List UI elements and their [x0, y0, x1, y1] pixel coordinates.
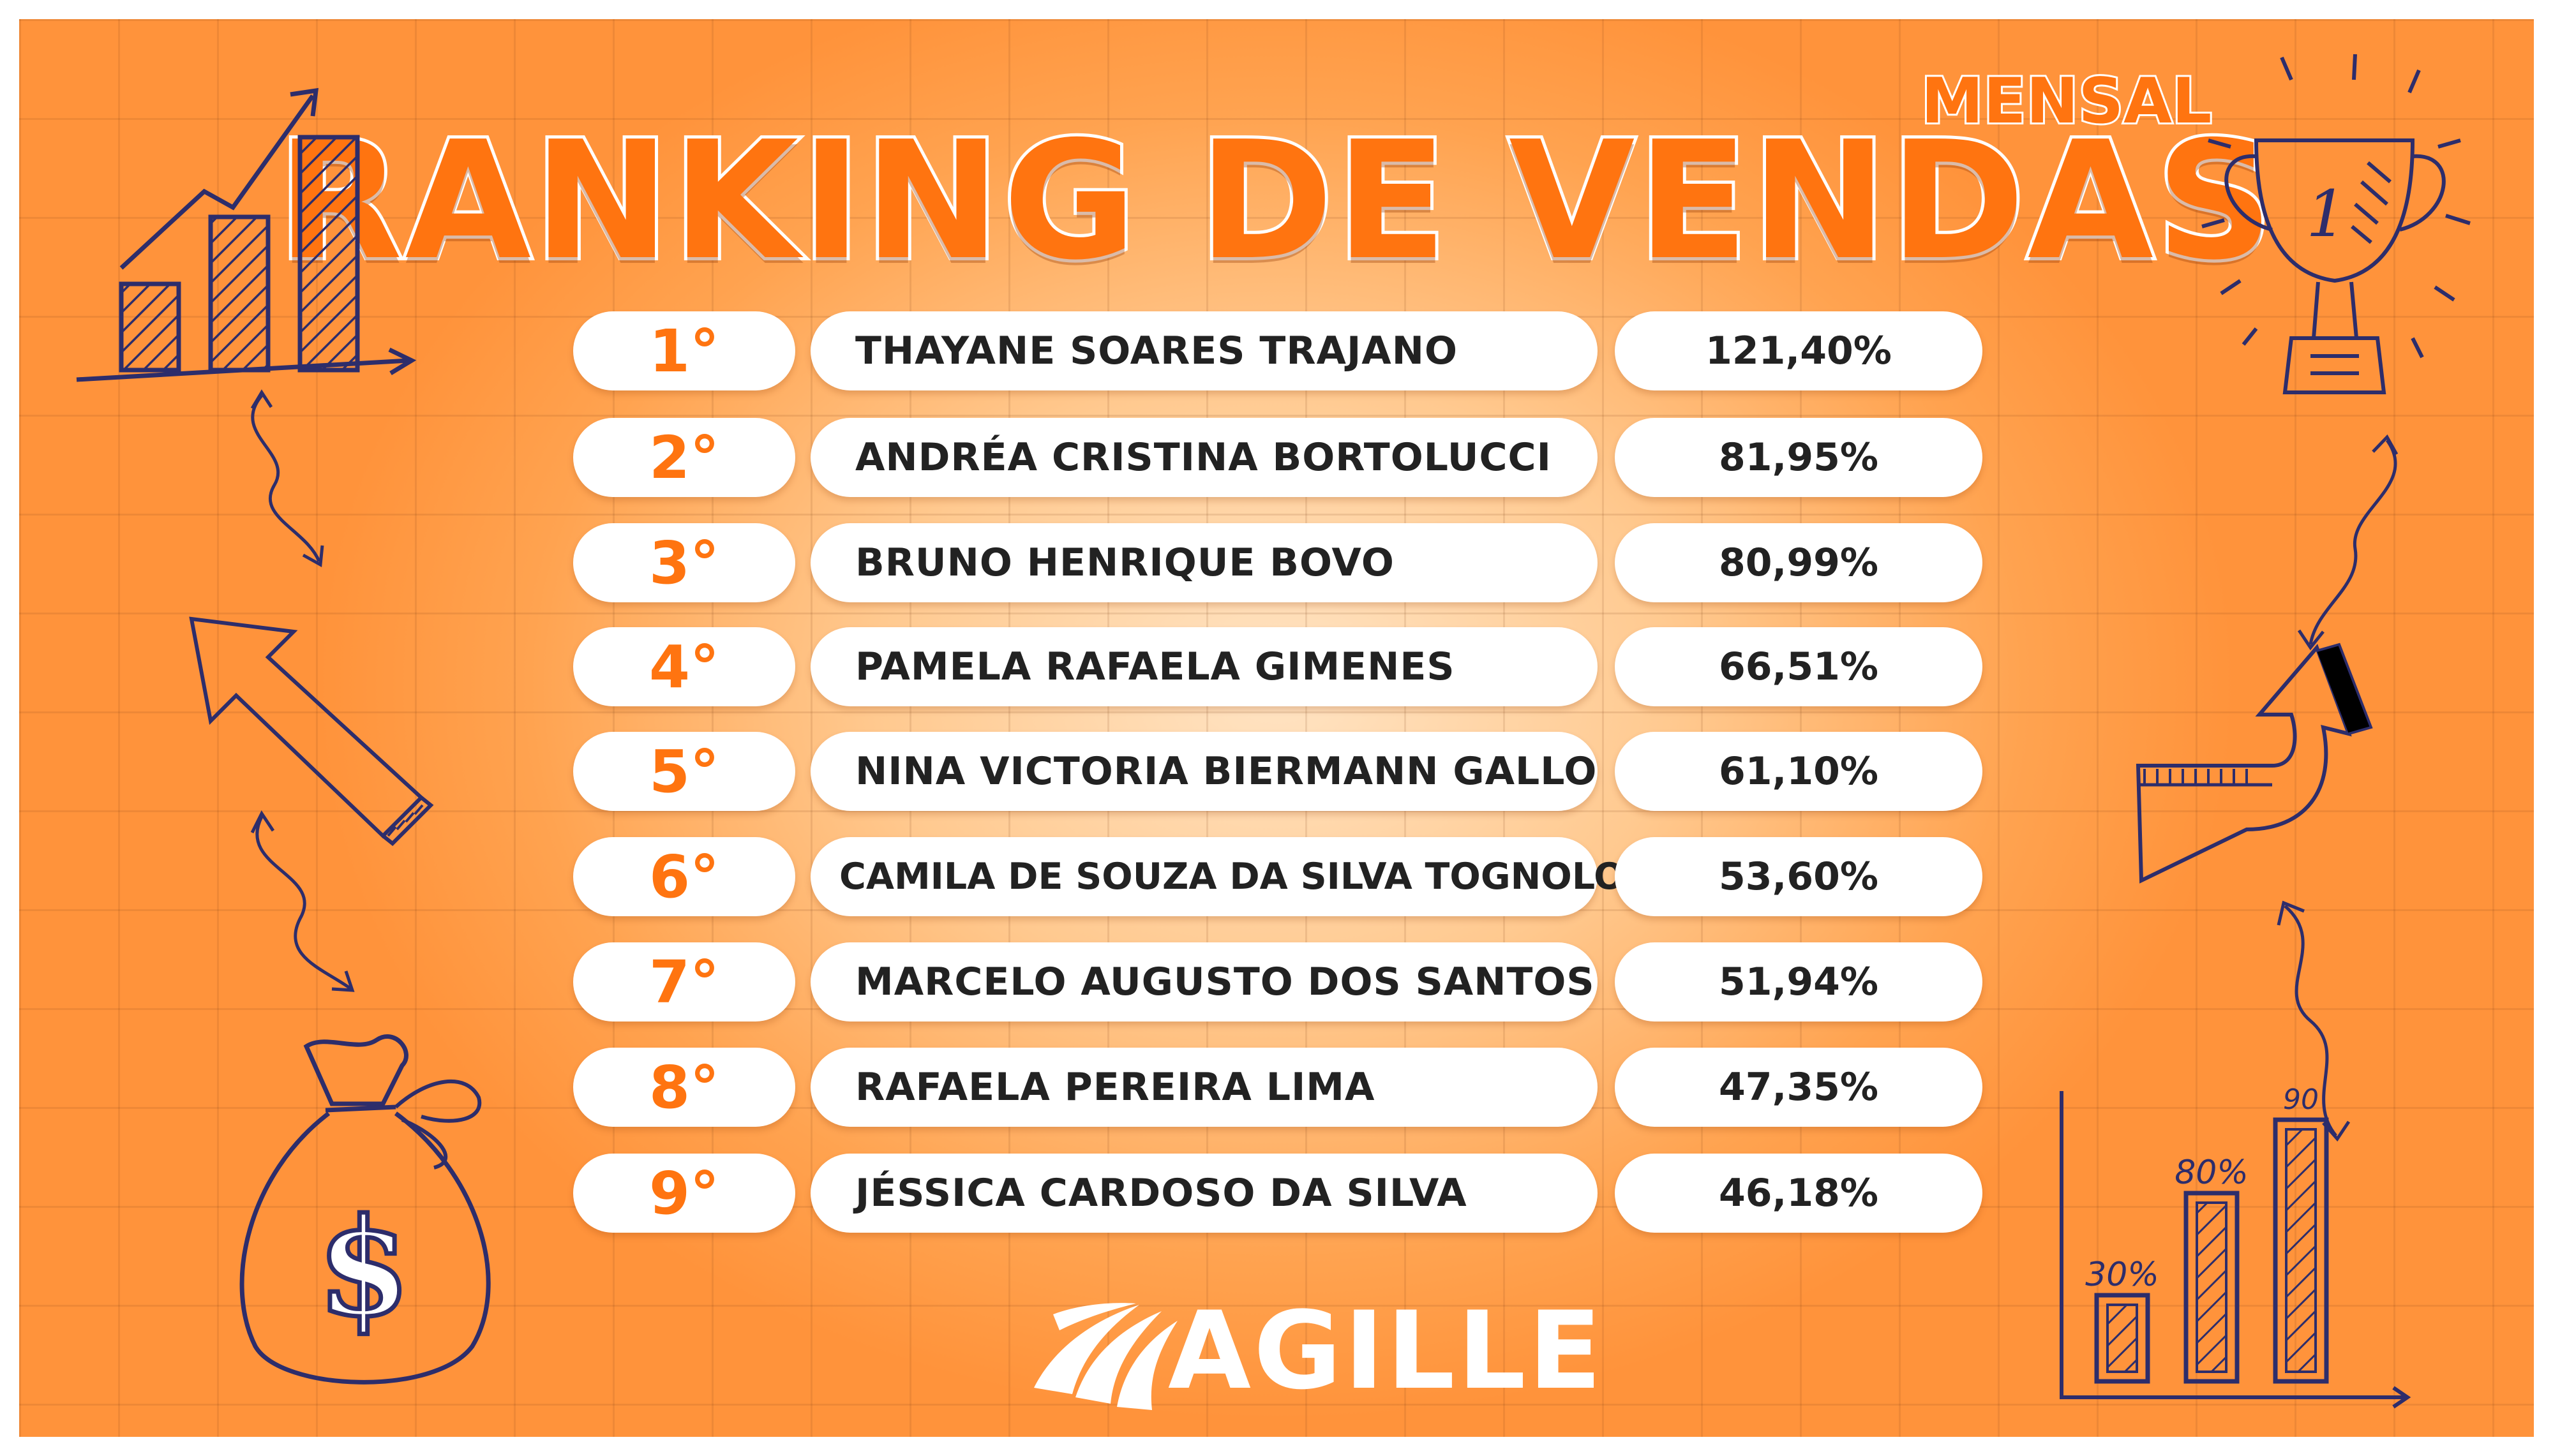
ranking-row-9: 9° JÉSSICA CARDOSO DA SILVA 46,18% [19, 1154, 2534, 1233]
percent-pill: 46,18% [1615, 1154, 1982, 1233]
name-pill: MARCELO AUGUSTO DOS SANTOS [811, 942, 1598, 1021]
position-label: 2° [648, 423, 719, 492]
sales-percent: 61,10% [1719, 749, 1878, 794]
money-bag-icon: $ [239, 1034, 491, 1385]
ranking-row-4: 4° PAMELA RAFAELA GIMENES 66,51% [19, 627, 2534, 706]
percent-pill: 81,95% [1615, 418, 1982, 497]
ranking-row-1: 1° THAYANE SOARES TRAJANO 121,40% [19, 311, 2534, 390]
name-pill: PAMELA RAFAELA GIMENES [811, 627, 1598, 706]
name-pill: CAMILA DE SOUZA DA SILVA TOGNOLO [811, 837, 1625, 916]
position-pill: 8° [573, 1048, 795, 1127]
position-label: 8° [648, 1053, 719, 1122]
trophy-icon: 1 [2201, 54, 2471, 394]
percent-bar-chart-icon: 30% 80% 90 [2060, 1083, 2411, 1409]
sales-percent: 53,60% [1719, 854, 1878, 899]
position-pill: 9° [573, 1154, 795, 1233]
ranking-row-3: 3° BRUNO HENRIQUE BOVO 80,99% [19, 523, 2534, 602]
seller-name: CAMILA DE SOUZA DA SILVA TOGNOLO [839, 856, 1625, 898]
name-pill: ANDRÉA CRISTINA BORTOLUCCI [811, 418, 1598, 497]
position-pill: 6° [573, 837, 795, 916]
trophy-number: 1 [2306, 177, 2347, 251]
squiggle-arrow-icon [250, 389, 324, 568]
position-label: 9° [648, 1159, 719, 1228]
percent-pill: 53,60% [1615, 837, 1982, 916]
seller-name: RAFAELA PEREIRA LIMA [855, 1065, 1375, 1110]
percent-pill: 47,35% [1615, 1048, 1982, 1127]
position-label: 7° [648, 947, 719, 1016]
seller-name: NINA VICTORIA BIERMANN GALLO [855, 749, 1598, 794]
ranking-row-8: 8° RAFAELA PEREIRA LIMA 47,35% [19, 1048, 2534, 1127]
name-pill: JÉSSICA CARDOSO DA SILVA [811, 1154, 1598, 1233]
seller-name: JÉSSICA CARDOSO DA SILVA [855, 1171, 1467, 1215]
sales-percent: 66,51% [1719, 644, 1878, 689]
bar-label: 80% [2175, 1154, 2249, 1192]
squiggle-arrow-icon [2297, 434, 2399, 651]
diagonal-arrow-icon [189, 616, 434, 847]
seller-name: BRUNO HENRIQUE BOVO [855, 540, 1395, 585]
ranking-row-7: 7° MARCELO AUGUSTO DOS SANTOS 51,94% [19, 942, 2534, 1021]
sales-percent: 80,99% [1719, 540, 1878, 585]
position-label: 1° [648, 316, 719, 385]
ranking-row-2: 2° ANDRÉA CRISTINA BORTOLUCCI 81,95% [19, 418, 2534, 497]
bar-label: 90 [2283, 1083, 2319, 1116]
sales-percent: 81,95% [1719, 435, 1878, 480]
percent-pill: 121,40% [1615, 311, 1982, 390]
logo-text: AGILLE [1168, 1288, 1605, 1413]
position-pill: 5° [573, 732, 795, 811]
seller-name: MARCELO AUGUSTO DOS SANTOS [855, 960, 1595, 1004]
seller-name: THAYANE SOARES TRAJANO [855, 329, 1458, 373]
curved-arrow-icon [2136, 643, 2373, 884]
percent-pill: 61,10% [1615, 732, 1982, 811]
position-label: 4° [648, 632, 719, 701]
name-pill: NINA VICTORIA BIERMANN GALLO [811, 732, 1598, 811]
position-label: 6° [648, 842, 719, 911]
percent-pill: 66,51% [1615, 627, 1982, 706]
position-label: 3° [648, 528, 719, 597]
sales-percent: 121,40% [1705, 329, 1892, 373]
seller-name: ANDRÉA CRISTINA BORTOLUCCI [855, 435, 1552, 480]
page-title: RANKING DE VENDAS [274, 107, 2276, 296]
sales-percent: 46,18% [1719, 1171, 1878, 1215]
position-pill: 7° [573, 942, 795, 1021]
growth-chart-icon [76, 87, 417, 382]
ranking-poster: MENSAL RANKING DE VENDAS 1° THAYANE SOAR… [19, 19, 2534, 1437]
percent-pill: 80,99% [1615, 523, 1982, 602]
sales-percent: 51,94% [1719, 960, 1878, 1004]
position-label: 5° [648, 737, 719, 806]
name-pill: BRUNO HENRIQUE BOVO [811, 523, 1598, 602]
percent-pill: 51,94% [1615, 942, 1982, 1021]
agille-logo: AGILLE [1015, 1286, 1601, 1413]
ranking-row-5: 5° NINA VICTORIA BIERMANN GALLO 61,10% [19, 732, 2534, 811]
position-pill: 2° [573, 418, 795, 497]
currency-symbol: $ [317, 1189, 410, 1346]
position-pill: 3° [573, 523, 795, 602]
squiggle-arrow-icon [250, 810, 355, 992]
name-pill: THAYANE SOARES TRAJANO [811, 311, 1598, 390]
seller-name: PAMELA RAFAELA GIMENES [855, 644, 1455, 689]
position-pill: 1° [573, 311, 795, 390]
sales-percent: 47,35% [1719, 1065, 1878, 1110]
agille-logo-mark-icon [1034, 1303, 1178, 1410]
ranking-row-6: 6° CAMILA DE SOUZA DA SILVA TOGNOLO 53,6… [19, 837, 2534, 916]
position-pill: 4° [573, 627, 795, 706]
bar-label: 30% [2085, 1256, 2159, 1294]
name-pill: RAFAELA PEREIRA LIMA [811, 1048, 1598, 1127]
